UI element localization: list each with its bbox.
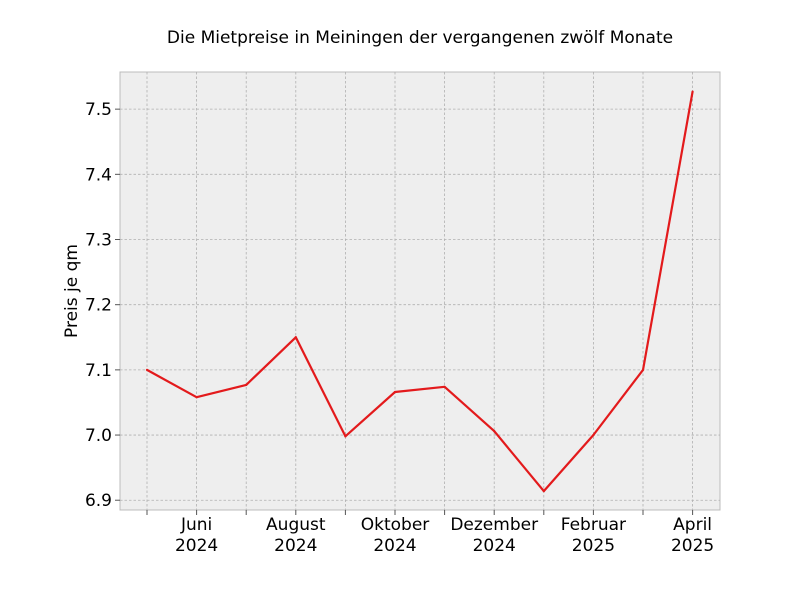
x-tick-label-year: 2024	[373, 536, 416, 556]
data-point	[691, 90, 694, 93]
x-tick-label-year: 2025	[572, 536, 615, 556]
x-tick-label-month: Februar	[561, 515, 626, 535]
y-tick-label: 7.0	[85, 426, 112, 446]
data-point	[344, 435, 347, 438]
y-tick-label: 7.1	[85, 361, 112, 381]
data-point	[641, 368, 645, 371]
data-point	[195, 396, 198, 399]
x-tick-label-month: Dezember	[450, 515, 538, 535]
data-point	[294, 336, 297, 339]
data-point	[443, 385, 446, 388]
y-tick-label: 7.5	[85, 100, 112, 120]
y-tick-label: 6.9	[85, 491, 112, 511]
x-tick-label-year: 2024	[473, 536, 516, 556]
x-tick-label-year: 2024	[175, 536, 218, 556]
data-point	[393, 390, 397, 394]
data-point	[542, 489, 545, 493]
x-tick-label-month: Juni	[180, 515, 212, 535]
data-point	[245, 383, 248, 386]
y-tick-label: 7.2	[85, 296, 112, 316]
data-point	[493, 430, 496, 433]
y-tick-label: 7.3	[85, 231, 112, 251]
x-tick-label-month: August	[266, 515, 326, 535]
x-tick-label-year: 2025	[671, 536, 714, 556]
y-tick-label: 7.4	[85, 165, 112, 185]
grid	[120, 72, 720, 510]
data-point	[592, 433, 595, 437]
y-axis-label: Preis je qm	[62, 244, 82, 338]
x-axis: Juni2024August2024Oktober2024Dezember202…	[146, 510, 714, 556]
plot-area	[119, 71, 721, 511]
x-tick-label-month: Oktober	[361, 515, 430, 535]
data-point	[145, 368, 149, 371]
x-tick-label-month: April	[673, 515, 712, 535]
series-line	[146, 91, 694, 493]
series	[145, 90, 694, 493]
y-axis: 6.9 7.0 7.1 7.2 7.3 7.4 7.5	[85, 100, 120, 511]
x-tick-label-year: 2024	[274, 536, 317, 556]
chart-title: Die Mietpreise in Meiningen der vergange…	[167, 28, 673, 48]
